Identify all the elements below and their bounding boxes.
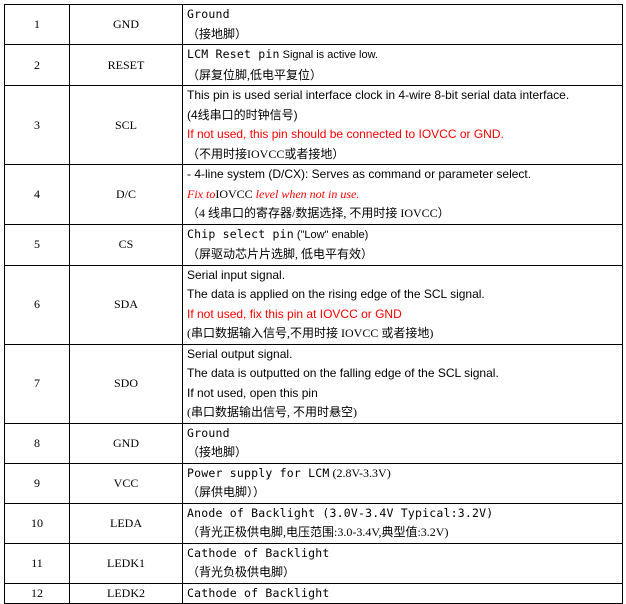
description-line: The data is outputted on the falling edg…	[187, 366, 499, 380]
description-line: （接地脚）	[187, 26, 248, 41]
pin-description: Cathode of Backlight	[182, 582, 623, 604]
description-line: Serial input signal.	[187, 267, 286, 282]
pin-description: Power supply for LCM (2.8V-3.3V) （屏供电脚））	[182, 462, 623, 504]
pin-description: Serial input signal. The data is applied…	[182, 264, 623, 345]
pin-number: 7	[4, 343, 70, 424]
table-row: 9 VCC Power supply for LCM (2.8V-3.3V) （…	[4, 462, 623, 504]
description-text: ("Low" enable)	[296, 228, 369, 241]
description-line: （屏供电脚））	[187, 485, 266, 499]
pin-number: 1	[4, 4, 70, 45]
table-row: 5 CS Chip select pin ("Low" enable) （屏驱动…	[4, 223, 623, 266]
description-line: （接地脚）	[187, 445, 248, 459]
description-line: (串口数据输入信号,不用时接 IOVCC 或者接地)	[187, 326, 434, 340]
pin-number: 12	[4, 582, 70, 604]
pin-description: Anode of Backlight (3.0V-3.4V Typical:3.…	[182, 502, 623, 544]
description-text: Fix to	[187, 186, 216, 201]
pin-description: Ground （接地脚）	[182, 422, 623, 464]
pin-number: 11	[4, 542, 70, 584]
description-line: （屏复位脚,低电平复位）	[187, 67, 323, 82]
description-line: This pin is used serial interface clock …	[187, 88, 570, 102]
pin-name: SDO	[69, 343, 183, 424]
table-row: 10 LEDA Anode of Backlight (3.0V-3.4V Ty…	[4, 502, 623, 544]
pin-number: 2	[4, 44, 70, 86]
pin-name: GND	[69, 4, 183, 45]
description-text: (2.8V-3.3V)	[332, 465, 391, 480]
pin-name: RESET	[69, 44, 183, 86]
description-text: LCM Reset pin	[187, 47, 280, 61]
pin-description: - 4-line system (D/CX): Serves as comman…	[182, 164, 623, 225]
pin-name: LEDK1	[69, 542, 183, 584]
pin-number: 4	[4, 164, 70, 225]
table-row: 12 LEDK2 Cathode of Backlight	[4, 582, 623, 604]
description-line: （不用时接IOVCC或者接地）	[187, 146, 345, 161]
description-line: Ground	[187, 7, 230, 21]
description-line: If not used, fix this pin at IOVCC or GN…	[187, 306, 402, 321]
description-line: （背光负极供电脚）	[187, 565, 296, 579]
pin-name: LEDA	[69, 502, 183, 544]
description-line: Serial output signal.	[187, 346, 293, 361]
description-line: If not used, this pin should be connecte…	[187, 127, 504, 141]
table-row: 8 GND Ground （接地脚）	[4, 422, 623, 464]
pin-number: 10	[4, 502, 70, 544]
pin-name: GND	[69, 422, 183, 464]
description-line: （4 线串口的寄存器/数据选择, 不用时接 IOVCC）	[187, 206, 450, 220]
description-line: The data is applied on the rising edge o…	[187, 287, 485, 301]
description-line: Ground	[187, 425, 230, 440]
pin-description: Ground （接地脚）	[182, 4, 623, 45]
pin-name: SCL	[69, 85, 183, 165]
description-text: level when not in use.	[255, 186, 360, 201]
pin-description: Chip select pin ("Low" enable) （屏驱动芯片片选脚…	[182, 223, 623, 266]
description-line: LCM Reset pin Signal is active low.	[187, 45, 622, 66]
description-line: If not used, open this pin	[187, 385, 318, 400]
pin-name: CS	[69, 223, 183, 266]
description-line: Anode of Backlight (3.0V-3.4V Typical:3.…	[187, 505, 494, 520]
pin-number: 8	[4, 422, 70, 464]
table-row: 3 SCL This pin is used serial interface …	[4, 85, 623, 165]
description-line: Chip select pin ("Low" enable)	[187, 225, 622, 246]
pin-definition-table: 1 GND Ground （接地脚） 2 RESET LCM Reset pin…	[4, 4, 623, 604]
pin-number: 5	[4, 223, 70, 266]
description-text: IOVCC	[215, 186, 253, 201]
description-line: Cathode of Backlight	[187, 545, 330, 560]
description-line: （背光正极供电脚,电压范围:3.0-3.4V,典型值:3.2V)	[187, 525, 449, 539]
description-line: (串口数据输出信号, 不用时悬空)	[187, 405, 357, 419]
pin-name: LEDK2	[69, 582, 183, 604]
description-line: Cathode of Backlight	[187, 585, 330, 600]
description-line: (4线串口的时钟信号)	[187, 107, 298, 122]
pin-name: SDA	[69, 264, 183, 345]
description-line: Power supply for LCM (2.8V-3.3V)	[187, 464, 622, 484]
table-row: 2 RESET LCM Reset pin Signal is active l…	[4, 44, 623, 86]
pin-description: This pin is used serial interface clock …	[182, 85, 623, 165]
table-row: 4 D/C - 4-line system (D/CX): Serves as …	[4, 164, 623, 225]
description-line: Fix toIOVCC level when not in use.	[187, 185, 622, 205]
pin-number: 9	[4, 462, 70, 504]
description-text: Signal is active low.	[282, 49, 378, 61]
description-line: - 4-line system (D/CX): Serves as comman…	[187, 167, 532, 181]
pin-description: Cathode of Backlight （背光负极供电脚）	[182, 542, 623, 584]
pin-number: 6	[4, 264, 70, 345]
pin-number: 3	[4, 85, 70, 165]
table-row: 7 SDO Serial output signal. The data is …	[4, 343, 623, 424]
pin-description: LCM Reset pin Signal is active low. （屏复位…	[182, 44, 623, 86]
pin-name: VCC	[69, 462, 183, 504]
description-text: Power supply for LCM	[187, 465, 330, 480]
description-text: Chip select pin	[187, 226, 294, 241]
table-row: 11 LEDK1 Cathode of Backlight （背光负极供电脚）	[4, 542, 623, 584]
table-row: 6 SDA Serial input signal. The data is a…	[4, 264, 623, 345]
pin-description: Serial output signal. The data is output…	[182, 343, 623, 424]
description-line: （屏驱动芯片片选脚, 低电平有效）	[187, 247, 374, 261]
table-row: 1 GND Ground （接地脚）	[4, 4, 623, 45]
pin-name: D/C	[69, 164, 183, 225]
